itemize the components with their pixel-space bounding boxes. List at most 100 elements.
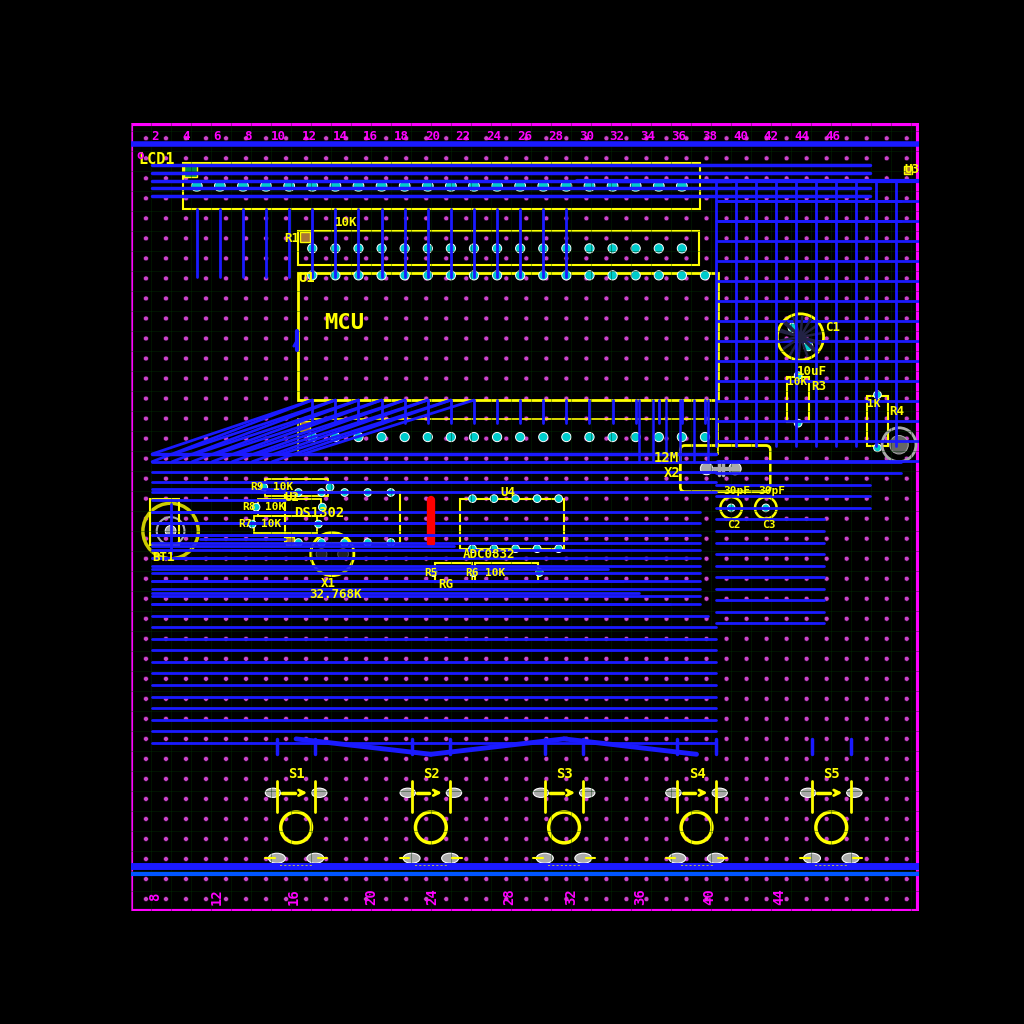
Circle shape	[443, 136, 449, 140]
Circle shape	[204, 497, 209, 501]
Circle shape	[223, 476, 228, 481]
Circle shape	[364, 497, 369, 501]
Circle shape	[604, 776, 609, 781]
Circle shape	[885, 636, 889, 641]
Circle shape	[764, 236, 769, 241]
Circle shape	[584, 757, 589, 762]
Circle shape	[664, 616, 669, 622]
Circle shape	[885, 275, 889, 281]
Circle shape	[724, 497, 729, 501]
Circle shape	[403, 856, 409, 861]
Circle shape	[143, 256, 148, 261]
Circle shape	[724, 556, 729, 561]
Circle shape	[744, 776, 749, 781]
Circle shape	[344, 856, 348, 861]
Circle shape	[864, 236, 869, 241]
Circle shape	[424, 537, 429, 541]
Circle shape	[864, 376, 869, 381]
Circle shape	[664, 236, 669, 241]
Circle shape	[364, 488, 372, 497]
Circle shape	[644, 736, 649, 741]
Circle shape	[804, 616, 809, 622]
Circle shape	[784, 837, 790, 842]
Circle shape	[844, 196, 849, 201]
Circle shape	[904, 757, 909, 762]
Circle shape	[764, 275, 769, 281]
Circle shape	[384, 356, 389, 361]
Circle shape	[844, 696, 849, 701]
Circle shape	[864, 816, 869, 821]
Circle shape	[684, 336, 689, 341]
Circle shape	[844, 596, 849, 601]
Circle shape	[544, 136, 549, 140]
Circle shape	[443, 156, 449, 161]
Circle shape	[724, 196, 729, 201]
Circle shape	[384, 577, 389, 582]
Circle shape	[873, 444, 882, 452]
Circle shape	[564, 856, 569, 861]
Circle shape	[864, 656, 869, 662]
Circle shape	[483, 356, 488, 361]
Circle shape	[584, 156, 589, 161]
Circle shape	[143, 176, 148, 181]
Circle shape	[263, 136, 268, 140]
Circle shape	[885, 356, 889, 361]
Circle shape	[724, 736, 729, 741]
Circle shape	[424, 656, 429, 662]
Circle shape	[403, 537, 409, 541]
Circle shape	[191, 180, 202, 191]
Circle shape	[304, 616, 308, 622]
Circle shape	[284, 456, 289, 461]
Circle shape	[504, 176, 509, 181]
Circle shape	[143, 275, 148, 281]
Bar	[300, 421, 310, 431]
Circle shape	[384, 837, 389, 842]
Circle shape	[244, 396, 249, 401]
Circle shape	[354, 244, 364, 253]
Circle shape	[604, 436, 609, 441]
Circle shape	[904, 656, 909, 662]
Circle shape	[143, 296, 148, 301]
Circle shape	[644, 816, 649, 821]
Circle shape	[644, 537, 649, 541]
Circle shape	[544, 275, 549, 281]
Circle shape	[204, 556, 209, 561]
Circle shape	[284, 436, 289, 441]
Circle shape	[564, 216, 569, 221]
Text: U1: U1	[298, 271, 315, 286]
Circle shape	[644, 196, 649, 201]
Circle shape	[164, 856, 168, 861]
Circle shape	[284, 216, 289, 221]
Circle shape	[864, 877, 869, 882]
Circle shape	[424, 556, 429, 561]
Circle shape	[223, 897, 228, 901]
Circle shape	[824, 856, 829, 861]
Circle shape	[764, 797, 769, 802]
Circle shape	[608, 270, 617, 280]
Circle shape	[684, 816, 689, 821]
Text: 1K: 1K	[866, 399, 881, 409]
Circle shape	[564, 396, 569, 401]
Circle shape	[564, 816, 569, 821]
Circle shape	[844, 736, 849, 741]
Circle shape	[524, 336, 528, 341]
Circle shape	[664, 757, 669, 762]
Circle shape	[584, 797, 589, 802]
Circle shape	[744, 577, 749, 582]
Circle shape	[864, 336, 869, 341]
Circle shape	[164, 476, 168, 481]
Circle shape	[604, 856, 609, 861]
Circle shape	[223, 577, 228, 582]
Circle shape	[544, 776, 549, 781]
Circle shape	[724, 856, 729, 861]
Circle shape	[644, 436, 649, 441]
Text: 8: 8	[244, 130, 251, 143]
Circle shape	[624, 136, 629, 140]
Circle shape	[705, 296, 709, 301]
Circle shape	[564, 296, 569, 301]
Circle shape	[724, 776, 729, 781]
Circle shape	[904, 176, 909, 181]
Circle shape	[804, 897, 809, 901]
Circle shape	[504, 396, 509, 401]
Circle shape	[384, 456, 389, 461]
